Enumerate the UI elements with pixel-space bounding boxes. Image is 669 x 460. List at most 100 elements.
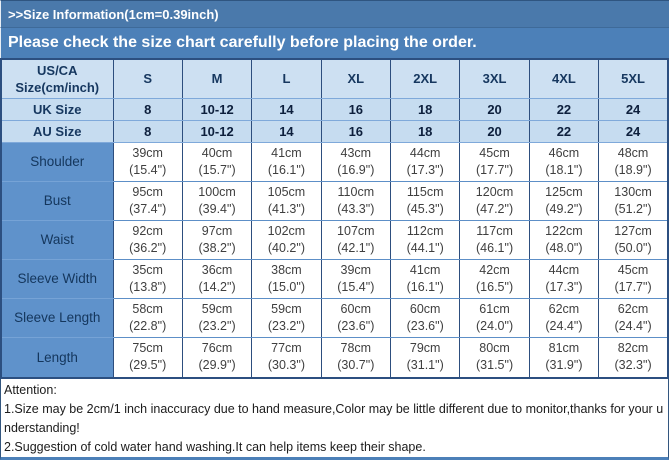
inch-value: (16.9") (337, 162, 375, 177)
size-column-header: XL (320, 58, 392, 99)
size-value-cell: 16 (320, 97, 392, 121)
cm-value: 39cm (340, 262, 372, 277)
attention-heading: Attention: (4, 383, 57, 397)
measurement-cell: 77cm (30.3") (251, 336, 322, 379)
cm-value: 60cm (340, 301, 372, 316)
measurement-cell: 127cm (50.0") (598, 219, 669, 260)
measurement-row: Sleeve Width 35cm (13.8") 36cm (14.2") 38cm (1… (0, 258, 669, 299)
cm-value: 110cm (337, 184, 375, 199)
inch-value: (38.2") (198, 240, 236, 255)
measurement-cell: 117cm (46.1") (459, 219, 530, 260)
cm-value: 62cm (617, 301, 649, 316)
corner-header-line: US/CA (37, 62, 78, 78)
size-column-header: 2XL (389, 58, 461, 99)
size-value-cell: 8 (112, 119, 183, 143)
cm-value: 45cm (479, 145, 510, 160)
inch-value: (15.0") (267, 279, 305, 294)
row-label: Sleeve Width (0, 258, 114, 299)
inch-value: (29.9") (198, 358, 236, 373)
size-value-cell: 10-12 (181, 119, 253, 143)
measurement-cell: 46cm (18.1") (528, 141, 600, 182)
inch-value: (31.5") (476, 358, 514, 373)
cm-value: 62cm (548, 301, 580, 316)
measurement-cell: 36cm (14.2") (181, 258, 253, 299)
cm-value: 102cm (267, 223, 306, 238)
measurement-cell: 97cm (38.2") (181, 219, 253, 260)
measurement-cell: 130cm (51.2") (598, 180, 669, 221)
measurement-cell: 45cm (17.7") (459, 141, 530, 182)
cm-value: 59cm (201, 301, 233, 316)
inch-value: (15.4") (129, 162, 167, 177)
measurement-cell: 42cm (16.5") (459, 258, 530, 299)
cm-value: 44cm (409, 145, 441, 160)
inch-value: (16.5") (476, 279, 514, 294)
measurement-cell: 41cm (16.1") (251, 141, 322, 182)
inch-value: (48.0") (545, 240, 583, 255)
cm-value: 117cm (476, 223, 513, 238)
cm-value: 42cm (479, 262, 510, 277)
inch-value: (32.3") (614, 358, 652, 373)
inch-value: (44.1") (406, 240, 444, 255)
measurement-cell: 59cm (23.2") (251, 297, 322, 338)
measurement-cell: 125cm (49.2") (528, 180, 600, 221)
corner-header-line: Size(cm/inch) (15, 79, 100, 95)
measurement-cell: 102cm (40.2") (251, 219, 322, 260)
attention-line: 1.Size may be 2cm/1 inch inaccuracy due … (4, 402, 664, 435)
cm-value: 60cm (409, 301, 441, 316)
inch-value: (43.3") (337, 201, 375, 216)
size-column-header: M (181, 58, 253, 99)
measurement-cell: 80cm (31.5") (459, 336, 530, 379)
cm-value: 97cm (201, 223, 233, 238)
au-size-row: AU Size 8 10-12 14 16 18 20 22 24 (0, 119, 669, 143)
inch-value: (31.1") (406, 358, 444, 373)
corner-header: US/CA Size(cm/inch) (0, 58, 114, 99)
measurement-cell: 120cm (47.2") (459, 180, 530, 221)
measurement-cell: 105cm (41.3") (251, 180, 322, 221)
size-value-cell: 22 (528, 119, 600, 143)
measurement-cell: 58cm (22.8") (112, 297, 183, 338)
measurement-cell: 45cm (17.7") (598, 258, 669, 299)
row-label: UK Size (0, 97, 114, 121)
inch-value: (23.6") (337, 318, 375, 333)
measurement-cell: 59cm (23.2") (181, 297, 253, 338)
inch-value: (18.9") (614, 162, 652, 177)
row-label: Length (0, 336, 114, 379)
row-label: Bust (0, 180, 114, 221)
attention-section: Attention: 1.Size may be 2cm/1 inch inac… (0, 379, 669, 460)
inch-value: (16.1") (406, 279, 444, 294)
inch-value: (23.6") (406, 318, 444, 333)
cm-value: 77cm (271, 341, 302, 356)
cm-value: 107cm (337, 223, 375, 238)
measurement-cell: 62cm (24.4") (598, 297, 669, 338)
inch-value: (49.2") (545, 201, 583, 216)
size-value-cell: 20 (459, 97, 530, 121)
cm-value: 81cm (548, 341, 580, 356)
inch-value: (22.8") (129, 318, 167, 333)
row-label: AU Size (0, 119, 114, 143)
inch-value: (23.2") (198, 318, 236, 333)
size-header-row: US/CA Size(cm/inch) S M L XL 2XL 3XL 4XL 5XL (0, 58, 669, 99)
inch-value: (36.2") (129, 240, 167, 255)
inch-value: (15.7") (198, 162, 236, 177)
subtitle-bar: Please check the size chart carefully be… (0, 28, 669, 58)
size-column-header: S (112, 58, 183, 99)
measurement-cell: 78cm (30.7") (320, 336, 392, 379)
inch-value: (31.9") (545, 358, 583, 373)
measurement-cell: 115cm (45.3") (389, 180, 461, 221)
measurement-cell: 39cm (15.4") (112, 141, 183, 182)
measurement-cell: 60cm (23.6") (320, 297, 392, 338)
cm-value: 39cm (132, 145, 163, 160)
measurement-cell: 107cm (42.1") (320, 219, 392, 260)
cm-value: 112cm (406, 223, 444, 238)
cm-value: 38cm (271, 262, 302, 277)
inch-value: (16.1") (267, 162, 305, 177)
row-label: Waist (0, 219, 114, 260)
inch-value: (30.3") (267, 358, 305, 373)
attention-line: 2.Suggestion of cold water hand washing.… (4, 440, 426, 454)
measurement-cell: 92cm (36.2") (112, 219, 183, 260)
cm-value: 46cm (548, 145, 580, 160)
size-table-body: Shoulder 39cm (15.4") 40cm (15.7") 41cm (16.1"… (0, 141, 669, 379)
title-bar: >>Size Information(1cm=0.39inch) (0, 0, 669, 28)
size-value-cell: 24 (598, 97, 669, 121)
uk-size-row: UK Size 8 10-12 14 16 18 20 22 24 (0, 97, 669, 121)
